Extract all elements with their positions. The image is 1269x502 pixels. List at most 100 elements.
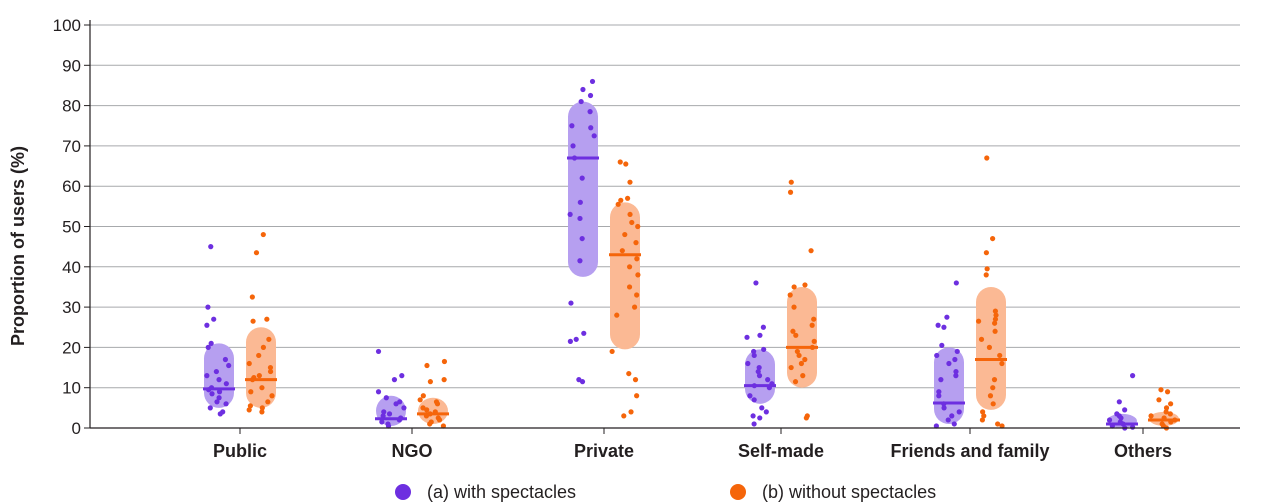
data-point bbox=[591, 133, 597, 139]
data-point bbox=[588, 125, 594, 131]
data-point bbox=[936, 393, 942, 399]
data-point bbox=[570, 143, 576, 149]
data-point bbox=[791, 284, 797, 290]
data-point bbox=[399, 373, 405, 379]
data-point bbox=[577, 215, 583, 222]
data-point bbox=[213, 368, 219, 375]
data-point bbox=[793, 332, 799, 338]
y-tick-label: 30 bbox=[62, 298, 81, 317]
data-point bbox=[265, 399, 271, 405]
data-point bbox=[808, 248, 814, 254]
data-point bbox=[788, 364, 794, 371]
data-point bbox=[1163, 405, 1170, 411]
legend-label: (a) with spectacles bbox=[427, 482, 576, 502]
data-point bbox=[634, 292, 640, 298]
data-point bbox=[803, 415, 809, 421]
data-point bbox=[938, 377, 944, 383]
data-point bbox=[753, 280, 759, 286]
data-point bbox=[256, 373, 262, 379]
data-point bbox=[990, 235, 996, 242]
data-point bbox=[992, 320, 998, 326]
legend-marker bbox=[395, 484, 411, 500]
data-point bbox=[222, 356, 228, 363]
data-point bbox=[986, 344, 993, 350]
data-point bbox=[761, 346, 767, 353]
data-point bbox=[992, 308, 999, 314]
data-point bbox=[1164, 389, 1171, 395]
data-point bbox=[577, 199, 583, 205]
data-point bbox=[990, 385, 996, 391]
data-point bbox=[216, 395, 222, 401]
data-point bbox=[204, 373, 210, 379]
data-point bbox=[953, 368, 959, 375]
data-point bbox=[264, 316, 270, 322]
data-point bbox=[934, 352, 940, 359]
x-tick-label: Public bbox=[213, 441, 267, 461]
data-point bbox=[1122, 407, 1128, 413]
axis-labels: 0 10 20 30 40 50 60 70 80 90 100 Public NGO Private Se… bbox=[53, 16, 1172, 461]
y-tick-label: 70 bbox=[62, 137, 81, 156]
gridlines bbox=[90, 24, 1240, 389]
data-point bbox=[936, 389, 942, 395]
data-point bbox=[790, 328, 796, 334]
data-point bbox=[633, 240, 639, 246]
data-point bbox=[759, 405, 765, 411]
axes bbox=[84, 20, 1240, 434]
data-point bbox=[626, 284, 633, 290]
data-point bbox=[579, 379, 586, 385]
data-point bbox=[791, 304, 797, 310]
y-tick-label: 20 bbox=[62, 338, 81, 357]
data-point bbox=[401, 405, 407, 411]
data-point bbox=[635, 223, 641, 230]
data-point bbox=[980, 409, 986, 415]
data-point bbox=[953, 280, 959, 286]
data-point bbox=[420, 393, 426, 399]
data-point bbox=[944, 314, 950, 320]
data-point bbox=[991, 377, 998, 383]
data-point bbox=[956, 409, 962, 415]
data-point bbox=[993, 312, 999, 318]
data-point bbox=[802, 356, 808, 363]
data-point bbox=[375, 348, 382, 355]
data-point bbox=[999, 423, 1005, 429]
data-point bbox=[618, 197, 624, 203]
data-point bbox=[204, 322, 210, 328]
data-point bbox=[579, 175, 585, 181]
data-point bbox=[631, 304, 638, 310]
x-tick-label: NGO bbox=[391, 441, 432, 461]
data-point bbox=[609, 348, 615, 355]
data-point bbox=[1168, 401, 1174, 407]
data-point bbox=[266, 336, 272, 342]
data-point bbox=[987, 393, 994, 399]
data-point bbox=[424, 407, 430, 413]
y-tick-label: 40 bbox=[62, 258, 81, 277]
data-point bbox=[391, 377, 398, 383]
data-point bbox=[568, 300, 574, 306]
x-tick-label: Friends and family bbox=[890, 441, 1049, 461]
data-point bbox=[207, 405, 213, 411]
data-point bbox=[995, 421, 1001, 427]
data-point bbox=[267, 368, 274, 375]
legend: (a) with spectacles (b) without spectacle… bbox=[395, 482, 936, 502]
data-point bbox=[744, 334, 750, 340]
data-point bbox=[751, 352, 757, 359]
data-point bbox=[587, 109, 593, 115]
data-point bbox=[796, 352, 802, 359]
data-point bbox=[619, 248, 625, 254]
data-point bbox=[385, 423, 392, 429]
data-point bbox=[1156, 397, 1162, 403]
data-point bbox=[587, 92, 594, 99]
data-point bbox=[949, 413, 955, 419]
data-point bbox=[1116, 399, 1122, 405]
data-points bbox=[204, 78, 1178, 431]
data-point bbox=[589, 78, 596, 85]
data-point bbox=[794, 348, 800, 355]
data-point bbox=[269, 393, 275, 399]
data-point bbox=[981, 413, 987, 419]
data-point bbox=[627, 211, 633, 218]
y-tick-label: 0 bbox=[72, 419, 81, 438]
data-point bbox=[756, 373, 763, 379]
data-point bbox=[634, 393, 640, 399]
data-point bbox=[253, 250, 260, 256]
data-point bbox=[792, 379, 799, 385]
